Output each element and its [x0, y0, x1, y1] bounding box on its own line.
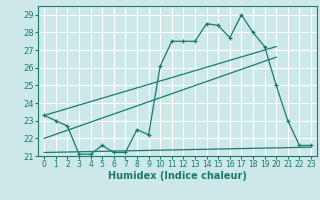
X-axis label: Humidex (Indice chaleur): Humidex (Indice chaleur) — [108, 171, 247, 181]
